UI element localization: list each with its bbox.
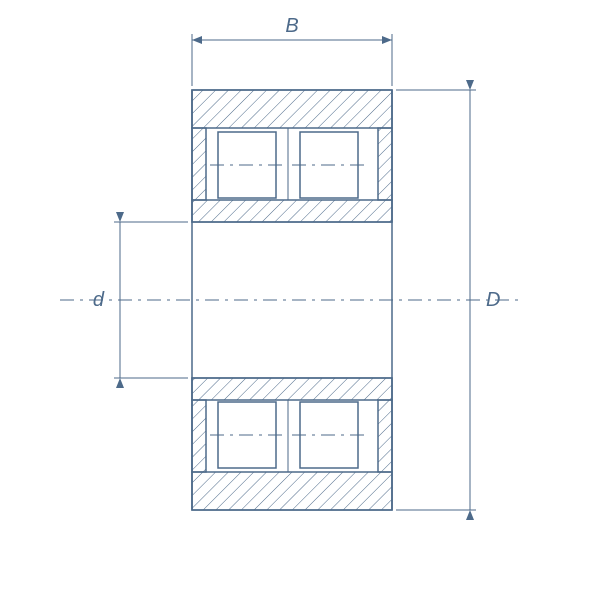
dimension-label: D <box>486 289 500 311</box>
dimension-label: B <box>285 15 298 37</box>
dimension-label: d <box>93 289 105 311</box>
